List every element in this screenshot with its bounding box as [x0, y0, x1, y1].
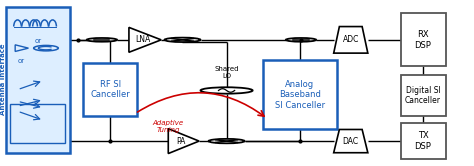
Bar: [401, 13, 446, 66]
Text: DAC: DAC: [343, 137, 359, 146]
Polygon shape: [334, 27, 368, 53]
Ellipse shape: [87, 38, 117, 42]
Text: Shared
LO: Shared LO: [214, 66, 239, 79]
Ellipse shape: [209, 139, 245, 143]
Bar: [263, 60, 337, 129]
Bar: [6, 7, 70, 153]
Polygon shape: [129, 27, 161, 52]
Polygon shape: [168, 129, 199, 154]
Ellipse shape: [201, 87, 253, 94]
Bar: [10, 104, 65, 143]
Text: or: or: [34, 38, 42, 44]
Text: ADC: ADC: [343, 35, 359, 44]
Text: Antenna Interface: Antenna Interface: [0, 44, 6, 116]
Bar: [401, 75, 446, 116]
Bar: [401, 123, 446, 159]
Polygon shape: [15, 45, 28, 51]
Text: LNA: LNA: [135, 35, 150, 44]
Text: RF SI
Canceller: RF SI Canceller: [91, 80, 130, 99]
Polygon shape: [334, 129, 368, 153]
Ellipse shape: [286, 38, 316, 42]
Text: Adaptive
Tuning: Adaptive Tuning: [153, 120, 184, 133]
Text: Digital SI
Canceller: Digital SI Canceller: [405, 86, 441, 105]
Text: PA: PA: [176, 137, 186, 146]
Ellipse shape: [164, 38, 201, 42]
Text: Analog
Baseband
SI Canceller: Analog Baseband SI Canceller: [275, 80, 325, 110]
Text: or: or: [18, 58, 25, 64]
Text: RX
DSP: RX DSP: [415, 30, 431, 49]
Bar: [83, 63, 137, 116]
Ellipse shape: [34, 45, 58, 51]
Text: TX
DSP: TX DSP: [415, 131, 431, 151]
